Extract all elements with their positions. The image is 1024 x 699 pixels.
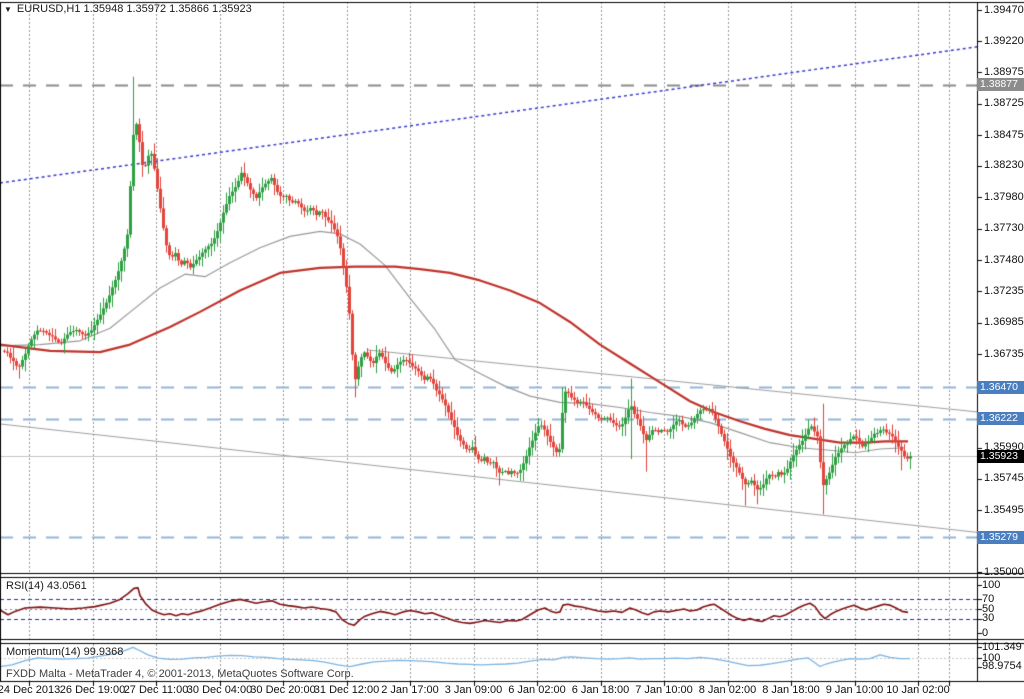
price-axis-label: 1.37730 xyxy=(984,222,1024,235)
momentum-axis-label: 101.349 xyxy=(982,640,1022,653)
price-line-tag: 1.36222 xyxy=(977,412,1024,426)
symbol-ohlc-label: EURUSD,H1 1.35948 1.35972 1.35866 1.3592… xyxy=(16,3,252,15)
time-axis-label: 30 Dec 04:00 xyxy=(186,684,253,696)
time-axis-label: 30 Dec 20:00 xyxy=(250,684,316,696)
rsi-axis-label: 70 xyxy=(982,592,995,605)
price-axis-label: 1.39220 xyxy=(984,34,1024,47)
price-axis-label: 1.38230 xyxy=(984,159,1024,172)
momentum-axis-label: 98.9754 xyxy=(982,660,1022,673)
price-axis-label: 1.37980 xyxy=(984,190,1024,203)
time-axis-label: 3 Jan 09:00 xyxy=(444,684,503,696)
symbol-ohlc-overlay: ▼ EURUSD,H1 1.35948 1.35972 1.35866 1.35… xyxy=(4,3,252,15)
rsi-indicator-label: RSI(14) 43.0561 xyxy=(6,580,87,592)
time-axis-label: 10 Jan 02:00 xyxy=(886,684,950,696)
time-axis-label: 9 Jan 10:00 xyxy=(825,684,884,696)
time-axis-label: 2 Jan 17:00 xyxy=(381,684,439,696)
rsi-axis-label: 50 xyxy=(982,602,995,615)
price-axis-label: 1.39470 xyxy=(984,3,1024,16)
rsi-axis-label: 30 xyxy=(982,612,995,625)
price-line-tag: 1.36470 xyxy=(977,380,1024,394)
momentum-indicator-label: Momentum(14) 99.9368 xyxy=(6,646,124,658)
symbol-dropdown-icon[interactable]: ▼ xyxy=(4,4,12,14)
time-axis-label: 6 Jan 18:00 xyxy=(571,684,630,696)
time-axis-label: 8 Jan 18:00 xyxy=(762,684,820,696)
time-axis-label: 31 Dec 12:00 xyxy=(313,684,380,696)
price-line-tag: 1.35279 xyxy=(977,530,1024,544)
price-axis-label: 1.38725 xyxy=(984,97,1024,110)
time-axis-label: 6 Jan 02:00 xyxy=(508,684,566,696)
price-axis-label: 1.38475 xyxy=(984,128,1024,141)
price-axis-label: 1.35495 xyxy=(984,503,1024,516)
price-axis-label: 1.35990 xyxy=(984,441,1024,454)
momentum-axis-label: 100 xyxy=(982,651,1001,664)
copyright-label: FXDD Malta - MetaTrader 4, © 2001-2013, … xyxy=(6,668,354,680)
time-axis-label: 27 Dec 11:00 xyxy=(123,684,189,696)
price-axis-label: 1.36985 xyxy=(984,316,1024,329)
price-axis-label: 1.37480 xyxy=(984,253,1024,266)
time-axis-label: 7 Jan 10:00 xyxy=(635,684,693,696)
time-axis-label: 8 Jan 02:00 xyxy=(698,684,757,696)
price-axis-label: 1.38975 xyxy=(984,65,1024,78)
time-axis-label: 24 Dec 2013 xyxy=(0,684,61,696)
price-axis-label: 1.35000 xyxy=(984,565,1024,578)
price-line-tag: 1.38877 xyxy=(977,78,1024,92)
price-axis-label: 1.37235 xyxy=(984,284,1024,297)
rsi-axis-label: 0 xyxy=(982,626,989,639)
price-axis-label: 1.35745 xyxy=(984,472,1024,485)
rsi-axis-label: 100 xyxy=(982,578,1001,591)
current-price-tag: 1.35923 xyxy=(977,449,1024,463)
time-axis-label: 26 Dec 19:00 xyxy=(59,684,126,696)
price-axis-label: 1.36735 xyxy=(984,347,1024,360)
